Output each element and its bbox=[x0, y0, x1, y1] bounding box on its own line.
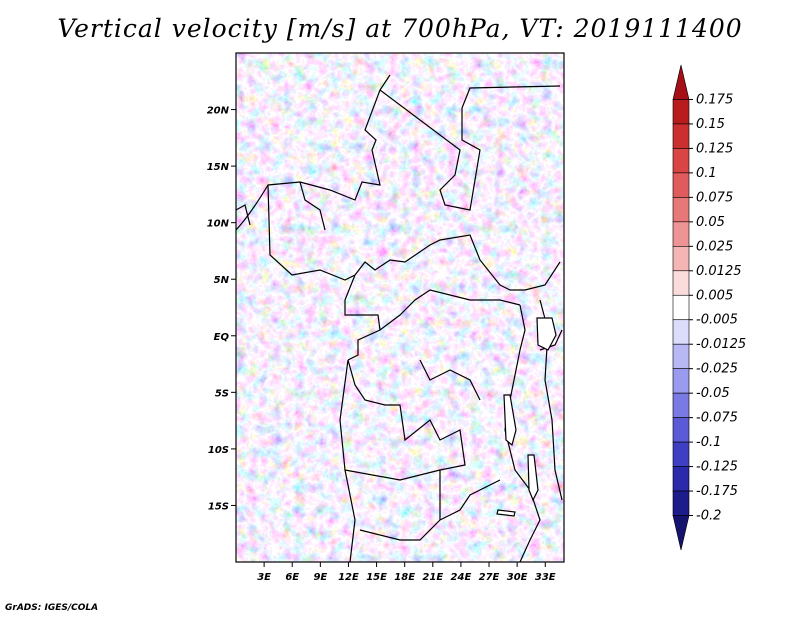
colorbar-swatch bbox=[672, 172, 690, 198]
colorbar-label: -0.175 bbox=[696, 484, 738, 499]
colorbar-swatch bbox=[672, 148, 690, 174]
colorbar-swatch bbox=[672, 368, 690, 394]
colorbar-label: -0.2 bbox=[696, 509, 721, 524]
x-tick-label: 18E bbox=[394, 572, 415, 583]
colorbar-label: -0.05 bbox=[696, 386, 730, 401]
x-tick-label: 6E bbox=[285, 572, 299, 583]
x-tick-label: 33E bbox=[535, 572, 556, 583]
country-borders bbox=[236, 74, 563, 562]
colorbar-swatch bbox=[672, 417, 690, 443]
y-axis: 20N 15N 10N 5N EQ 5S 10S 15S bbox=[207, 106, 236, 512]
colorbar-swatch bbox=[672, 294, 690, 321]
y-tick-label: 15N bbox=[207, 162, 230, 173]
map-title: Vertical velocity [m/s] at 700hPa, VT: 2… bbox=[57, 14, 743, 43]
colorbar-swatch bbox=[672, 123, 690, 149]
x-tick-label: 24E bbox=[451, 572, 472, 583]
colorbar-label: 0.1 bbox=[696, 166, 717, 181]
colorbar-swatch bbox=[672, 490, 690, 516]
colorbar-label: 0.125 bbox=[696, 141, 733, 156]
x-tick-label: 3E bbox=[257, 572, 271, 583]
colorbar: 0.175 0.15 0.125 0.1 0.075 0.05 0.025 0.0125 0.0… bbox=[672, 64, 746, 551]
colorbar-swatch bbox=[672, 392, 690, 418]
colorbar-swatch bbox=[672, 441, 690, 467]
lake-malawi bbox=[527, 454, 539, 502]
colorbar-label: -0.005 bbox=[696, 313, 738, 328]
lakes bbox=[496, 317, 557, 517]
colorbar-swatch bbox=[672, 221, 690, 247]
y-tick-label: 5N bbox=[214, 275, 230, 286]
y-tick-label: EQ bbox=[214, 332, 230, 343]
colorbar-swatch bbox=[672, 466, 690, 492]
x-tick-label: 15E bbox=[366, 572, 387, 583]
velocity-field bbox=[236, 53, 564, 562]
x-tick-label: 9E bbox=[313, 572, 327, 583]
colorbar-swatch bbox=[672, 515, 690, 551]
y-tick-label: 20N bbox=[207, 106, 230, 117]
colorbar-swatch bbox=[672, 197, 690, 223]
x-axis: 3E 6E 9E 12E 15E 18E 21E 24E 27E 30E 33E bbox=[257, 562, 556, 583]
colorbar-label: -0.075 bbox=[696, 411, 738, 426]
colorbar-label: 0.175 bbox=[696, 92, 733, 107]
lake-kariba bbox=[496, 509, 516, 517]
lake-victoria bbox=[536, 317, 557, 351]
colorbar-swatch bbox=[672, 319, 690, 345]
colorbar-label: -0.1 bbox=[696, 435, 721, 450]
colorbar-label: -0.0125 bbox=[696, 337, 746, 352]
colorbar-label: -0.125 bbox=[696, 460, 738, 475]
footer-credit: GrADS: IGES/COLA bbox=[5, 603, 99, 613]
colorbar-swatch bbox=[672, 64, 690, 100]
x-tick-label: 30E bbox=[507, 572, 528, 583]
y-tick-label: 5S bbox=[215, 388, 229, 399]
colorbar-label: 0.05 bbox=[696, 215, 725, 230]
colorbar-label: 0.025 bbox=[696, 239, 733, 254]
colorbar-swatch bbox=[672, 99, 690, 125]
y-tick-label: 10N bbox=[207, 219, 230, 230]
colorbar-label: 0.0125 bbox=[696, 264, 742, 279]
colorbar-label: 0.005 bbox=[696, 288, 733, 303]
map-frame bbox=[235, 52, 565, 563]
colorbar-label: 0.15 bbox=[696, 117, 725, 132]
map-panel: 3E 6E 9E 12E 15E 18E 21E 24E 27E 30E 33E 20N 15N 10N… bbox=[207, 52, 565, 583]
x-tick-label: 27E bbox=[479, 572, 500, 583]
colorbar-swatch bbox=[672, 246, 690, 272]
x-tick-label: 21E bbox=[422, 572, 443, 583]
colorbar-label: -0.025 bbox=[696, 362, 738, 377]
lake-tanganyika bbox=[503, 394, 517, 447]
y-tick-label: 10S bbox=[208, 445, 229, 456]
colorbar-swatch bbox=[672, 270, 690, 296]
colorbar-label: 0.075 bbox=[696, 190, 733, 205]
x-tick-label: 12E bbox=[338, 572, 359, 583]
colorbar-swatch bbox=[672, 343, 690, 369]
y-tick-label: 15S bbox=[208, 501, 229, 512]
